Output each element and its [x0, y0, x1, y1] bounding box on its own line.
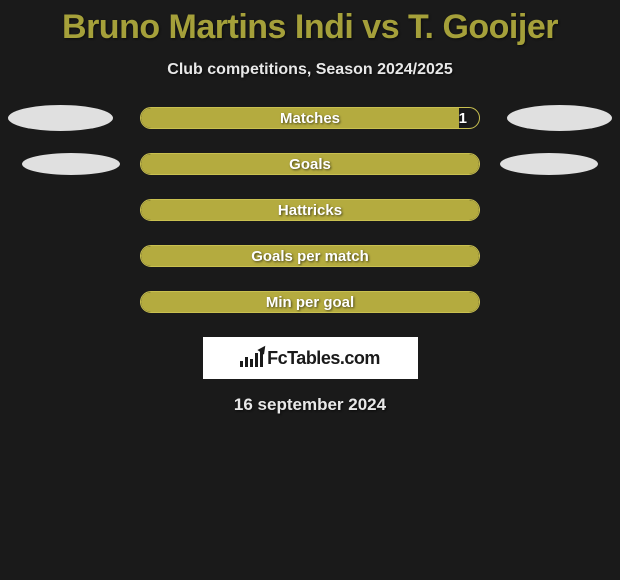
stat-bar: Hattricks [140, 199, 480, 221]
stat-bar: Matches 1 [140, 107, 480, 129]
subtitle: Club competitions, Season 2024/2025 [0, 61, 620, 79]
stat-row: Min per goal [0, 291, 620, 313]
logo-chart-icon [240, 349, 263, 367]
logo-box: FcTables.com [203, 337, 418, 379]
right-ellipse [507, 105, 612, 131]
bar-value: 1 [459, 110, 467, 127]
logo-text: FcTables.com [267, 348, 380, 369]
stat-bar: Goals [140, 153, 480, 175]
left-ellipse [22, 153, 120, 175]
stat-row: Goals [0, 153, 620, 175]
logo-inner: FcTables.com [240, 348, 380, 369]
left-ellipse [8, 105, 113, 131]
stat-row: Hattricks [0, 199, 620, 221]
stat-row: Matches 1 [0, 107, 620, 129]
page-title: Bruno Martins Indi vs T. Gooijer [0, 8, 620, 47]
rows-host: Matches 1 Goals Hattricks Goals per match Min… [0, 107, 620, 313]
bar-label: Goals per match [251, 248, 369, 265]
stat-bar: Goals per match [140, 245, 480, 267]
main-container: Bruno Martins Indi vs T. Gooijer Club co… [0, 0, 620, 415]
bar-label: Min per goal [266, 294, 354, 311]
bar-label: Hattricks [278, 202, 342, 219]
date-text: 16 september 2024 [0, 395, 620, 415]
stat-bar: Min per goal [140, 291, 480, 313]
bar-label: Matches [280, 110, 340, 127]
right-ellipse [500, 153, 598, 175]
stat-row: Goals per match [0, 245, 620, 267]
bar-label: Goals [289, 156, 331, 173]
